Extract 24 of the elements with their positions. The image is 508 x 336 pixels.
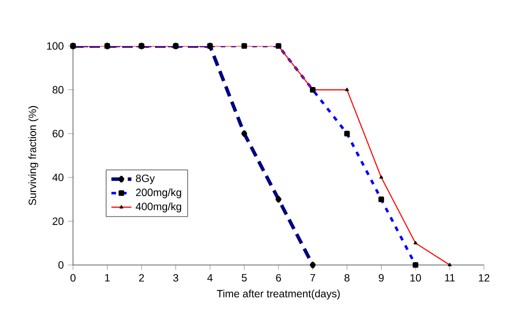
legend-label: 200mg/kg — [136, 188, 182, 198]
y-tick-label: 60 — [52, 130, 64, 138]
x-tick-label: 1 — [105, 274, 110, 282]
legend-label: 400mg/kg — [136, 202, 182, 212]
x-tick-label: 10 — [410, 274, 421, 282]
y-axis-title: Surviving fraction (%) — [28, 106, 38, 206]
x-tick-label: 3 — [173, 274, 178, 282]
y-tick-label: 40 — [52, 174, 64, 182]
x-tick-label: 11 — [445, 274, 455, 282]
y-tick-label: 80 — [52, 86, 64, 94]
x-tick-label: 2 — [139, 274, 144, 282]
y-tick-label: 100 — [47, 42, 64, 50]
x-tick-label: 12 — [478, 274, 490, 282]
x-tick-label: 4 — [207, 274, 213, 282]
x-tick-label: 6 — [276, 274, 281, 282]
x-axis-title: Time after treatment(days) — [216, 290, 340, 300]
x-tick-label: 0 — [70, 274, 76, 282]
legend-label: 8Gy — [136, 174, 155, 184]
x-tick-label: 9 — [378, 274, 384, 282]
y-tick-label: 0 — [58, 261, 64, 269]
y-tick-label: 20 — [52, 217, 64, 225]
x-tick-label: 5 — [242, 274, 247, 282]
x-tick-label: 7 — [310, 274, 316, 282]
x-tick-label: 8 — [344, 274, 350, 282]
